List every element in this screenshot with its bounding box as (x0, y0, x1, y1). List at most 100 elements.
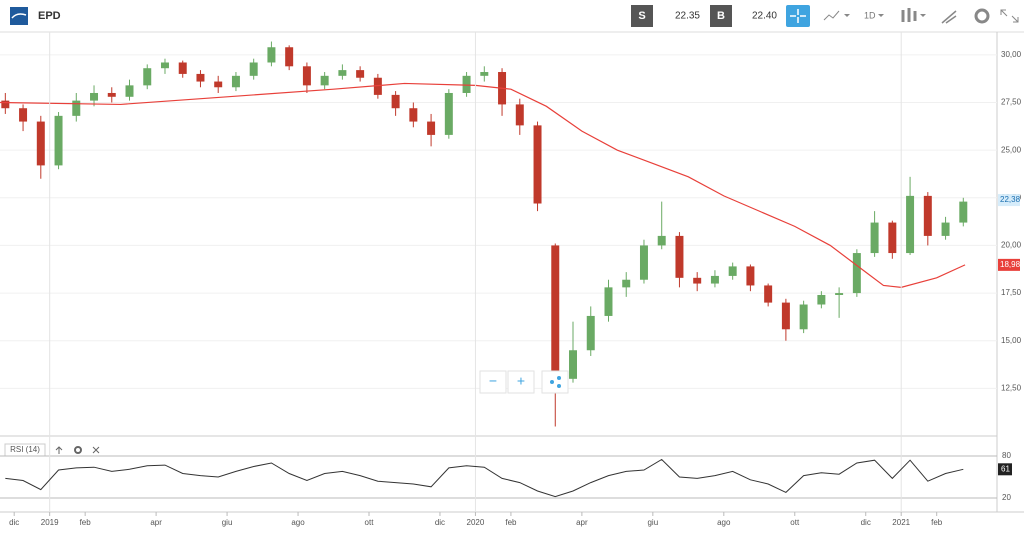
candle-body (214, 81, 223, 88)
rsi-line (5, 458, 964, 498)
rsi-tick-label: 80 (1002, 451, 1011, 460)
candle-body (125, 85, 134, 97)
zoom-in-label: + (517, 373, 525, 389)
y-tick-label: 12,50 (1001, 383, 1022, 392)
logo (10, 7, 28, 25)
moving-average (0, 82, 966, 288)
candle-body (746, 266, 755, 286)
buy-label: B (717, 10, 725, 22)
candle-body (604, 287, 613, 316)
ma-value-label: 18,98 (1000, 260, 1021, 269)
chart-type-icon[interactable] (823, 10, 840, 21)
move-up-icon[interactable] (55, 446, 63, 454)
candle-body (959, 201, 968, 223)
share-button[interactable] (541, 370, 569, 394)
candle-body (409, 108, 418, 122)
candle-body (90, 92, 99, 101)
candle-body (817, 294, 826, 305)
candle-body (941, 222, 950, 236)
last-price-label: 22,38 (1000, 195, 1021, 204)
x-tick-label: ago (717, 518, 731, 527)
candle-body (302, 66, 311, 86)
rsi-tick-label: 20 (1002, 493, 1011, 502)
x-tick-label: dic (435, 518, 445, 527)
ma-value-tag (998, 258, 1020, 271)
candle-body (551, 245, 560, 379)
x-tick-label: 2020 (467, 518, 485, 527)
y-tick-label: 25,00 (1001, 145, 1022, 154)
share-icon (550, 376, 561, 388)
candle-body (373, 77, 382, 95)
candle-body (72, 100, 81, 116)
candle-body (764, 285, 773, 303)
candle-body (639, 245, 648, 280)
y-tick-label: 17,50 (1001, 288, 1022, 297)
candle-body (107, 92, 116, 97)
fullscreen-icon[interactable] (1000, 9, 1019, 23)
candle-body (569, 350, 578, 379)
x-tick-label: ott (790, 518, 800, 527)
indicator-icon[interactable] (901, 8, 917, 22)
candle-body (710, 275, 719, 284)
candle-body (36, 121, 45, 166)
x-tick-label: feb (931, 518, 943, 527)
x-tick-label: giu (222, 518, 233, 527)
sell-button[interactable] (631, 5, 653, 27)
rsi-label: RSI (14) (10, 445, 40, 454)
rsi-close-icon[interactable] (92, 446, 100, 454)
x-tick-label: dic (9, 518, 19, 527)
candle-body (320, 75, 329, 86)
settings-icon[interactable] (974, 8, 990, 24)
y-tick-label: 15,00 (1001, 336, 1022, 345)
candle-body (888, 222, 897, 254)
candle-body (515, 104, 524, 126)
candle-body (143, 68, 152, 86)
zoom-in-button[interactable] (507, 370, 535, 394)
x-tick-label: apr (150, 518, 162, 527)
candle-body (728, 266, 737, 276)
y-tick-label: 27,50 (1001, 98, 1022, 107)
candle-body (799, 304, 808, 330)
buy-price: 22.40 (752, 11, 777, 22)
zoom-out-button[interactable] (479, 370, 507, 394)
toolbar (0, 0, 1024, 32)
x-tick-label: 2021 (892, 518, 910, 527)
interval[interactable]: 1D (864, 10, 876, 20)
candle-body (675, 235, 684, 278)
candle-body (693, 277, 702, 284)
candle-body (285, 47, 294, 67)
symbol: EPD (38, 10, 61, 22)
logo-mark (11, 13, 27, 19)
rsi-settings-icon[interactable] (74, 446, 82, 454)
sell-label: S (638, 10, 645, 22)
last-price-tag (998, 194, 1020, 207)
x-tick-label: 2019 (41, 518, 59, 527)
candle-body (444, 92, 453, 135)
candle-body (249, 62, 258, 76)
draw-icon[interactable] (941, 10, 957, 24)
rsi-value-label: 61 (1001, 464, 1010, 473)
x-tick-label: ago (291, 518, 305, 527)
candle-body (338, 70, 347, 76)
candle-body (54, 115, 63, 166)
candle-body (870, 222, 879, 254)
candle-body (196, 73, 205, 82)
candle-body (533, 125, 542, 204)
candle-body (391, 94, 400, 109)
x-tick-label: ott (365, 518, 375, 527)
candle-body (178, 62, 187, 74)
y-tick-label: 20,00 (1001, 241, 1022, 250)
crosshair-button[interactable] (786, 5, 810, 27)
candle-body (923, 195, 932, 236)
x-tick-label: feb (80, 518, 92, 527)
candle-body (267, 47, 276, 63)
candle-body (622, 279, 631, 288)
buy-button[interactable] (710, 5, 732, 27)
candle-body (19, 108, 28, 122)
dropdown-arrow (920, 14, 926, 17)
zoom-out-label: − (489, 373, 497, 389)
candle-body (356, 70, 365, 78)
